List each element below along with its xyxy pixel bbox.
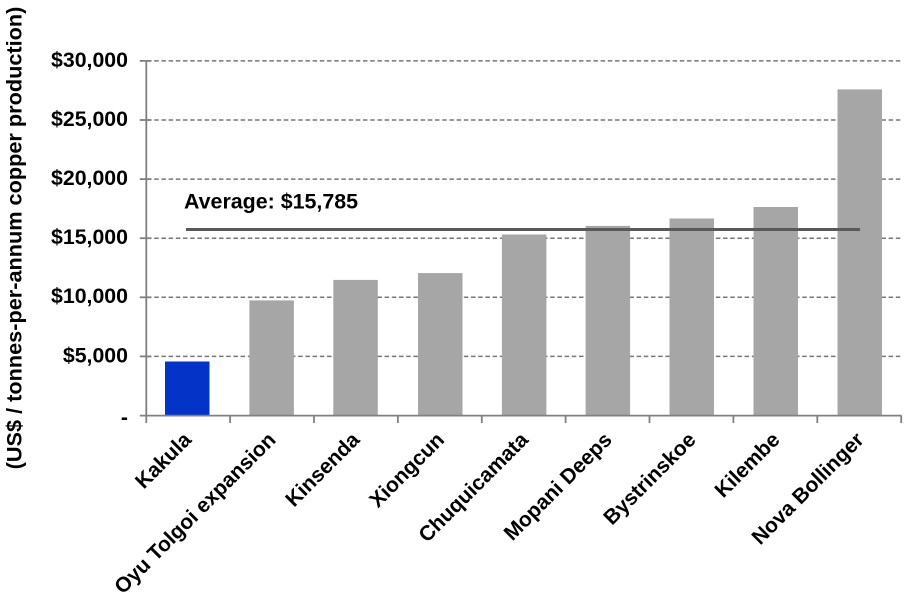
svg-text:$20,000: $20,000	[51, 166, 128, 190]
svg-text:Kakula: Kakula	[131, 428, 196, 493]
svg-text:$10,000: $10,000	[51, 284, 128, 308]
svg-text:Kilembe: Kilembe	[710, 428, 784, 502]
svg-text:Average: $15,785: Average: $15,785	[184, 190, 358, 214]
svg-text:$5,000: $5,000	[63, 343, 128, 367]
svg-text:(US$ / tonnes-per-annum copper: (US$ / tonnes-per-annum copper productio…	[2, 7, 27, 470]
svg-text:-: -	[121, 405, 128, 429]
svg-text:Oyu Tolgoi expansion: Oyu Tolgoi expansion	[110, 428, 280, 598]
svg-text:$30,000: $30,000	[51, 48, 128, 72]
svg-text:Xiongcun: Xiongcun	[365, 428, 449, 512]
svg-text:$15,000: $15,000	[51, 225, 128, 249]
svg-text:Kinsenda: Kinsenda	[281, 428, 364, 511]
svg-text:$25,000: $25,000	[51, 107, 128, 131]
